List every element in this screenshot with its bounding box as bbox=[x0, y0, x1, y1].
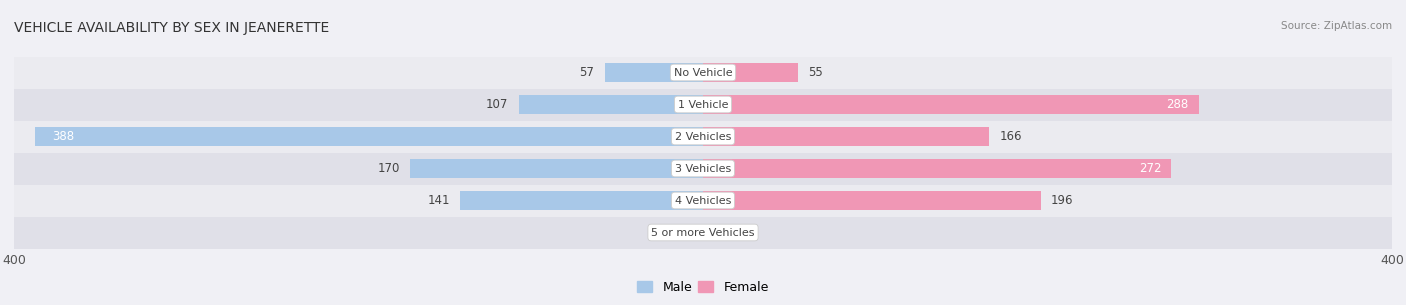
Text: 2 Vehicles: 2 Vehicles bbox=[675, 131, 731, 142]
Bar bbox=[703, 63, 797, 82]
Text: 288: 288 bbox=[1167, 98, 1188, 111]
Text: 388: 388 bbox=[52, 130, 75, 143]
Bar bbox=[703, 191, 1040, 210]
Text: 4 Vehicles: 4 Vehicles bbox=[675, 196, 731, 206]
Text: 5 or more Vehicles: 5 or more Vehicles bbox=[651, 228, 755, 238]
Bar bbox=[14, 185, 1392, 217]
Text: VEHICLE AVAILABILITY BY SEX IN JEANERETTE: VEHICLE AVAILABILITY BY SEX IN JEANERETT… bbox=[14, 21, 329, 35]
Bar bbox=[14, 217, 1392, 249]
Bar bbox=[14, 88, 1392, 120]
Text: 1 Vehicle: 1 Vehicle bbox=[678, 99, 728, 109]
Bar bbox=[460, 191, 703, 210]
Text: 0: 0 bbox=[717, 226, 724, 239]
Text: Source: ZipAtlas.com: Source: ZipAtlas.com bbox=[1281, 21, 1392, 31]
Text: 196: 196 bbox=[1050, 194, 1073, 207]
Text: 0: 0 bbox=[682, 226, 689, 239]
Bar bbox=[14, 120, 1392, 152]
Text: 166: 166 bbox=[1000, 130, 1022, 143]
Bar bbox=[605, 63, 703, 82]
Text: 272: 272 bbox=[1139, 162, 1161, 175]
Text: 170: 170 bbox=[377, 162, 399, 175]
Bar bbox=[14, 152, 1392, 185]
Bar bbox=[14, 56, 1392, 88]
Text: 3 Vehicles: 3 Vehicles bbox=[675, 163, 731, 174]
Text: 57: 57 bbox=[579, 66, 595, 79]
Bar bbox=[411, 159, 703, 178]
Text: No Vehicle: No Vehicle bbox=[673, 67, 733, 77]
Legend: Male, Female: Male, Female bbox=[633, 275, 773, 299]
Bar bbox=[519, 95, 703, 114]
Bar bbox=[703, 159, 1171, 178]
Text: 141: 141 bbox=[427, 194, 450, 207]
Text: 107: 107 bbox=[486, 98, 509, 111]
Bar bbox=[35, 127, 703, 146]
Bar bbox=[703, 127, 988, 146]
Bar bbox=[703, 95, 1199, 114]
Text: 55: 55 bbox=[808, 66, 823, 79]
